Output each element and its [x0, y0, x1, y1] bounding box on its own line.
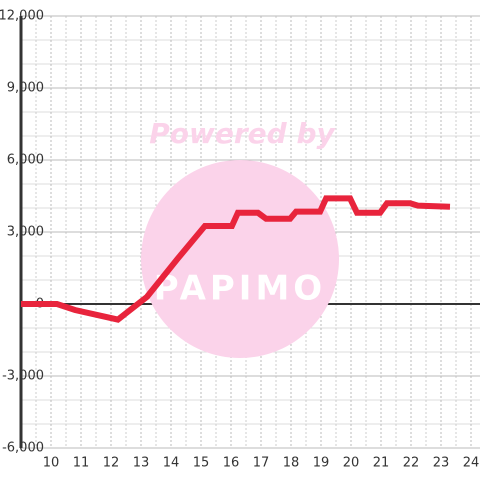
x-tick-label: 19 [313, 456, 330, 471]
watermark-logo: PAPIMO [154, 269, 326, 309]
line-series [21, 195, 451, 323]
x-tick-label: 14 [163, 456, 180, 471]
y-tick-label: -3,000 [2, 369, 44, 384]
watermark: Powered by PAPIMO [141, 117, 339, 358]
y-tick-label: 12,000 [0, 9, 44, 24]
x-tick-label: 13 [133, 456, 150, 471]
x-tick-label: 22 [403, 456, 420, 471]
x-tick-label: 10 [43, 456, 60, 471]
x-tick-label: 24 [463, 456, 480, 471]
x-tick-label: 20 [343, 456, 360, 471]
watermark-text: Powered by [149, 117, 336, 150]
y-tick-label: 3,000 [7, 225, 44, 240]
x-tick-label: 16 [223, 456, 240, 471]
x-tick-label: 17 [253, 456, 270, 471]
x-tick-label: 12 [103, 456, 120, 471]
x-tick-label: 11 [73, 456, 90, 471]
x-tick-label: 15 [193, 456, 210, 471]
x-tick-label: 23 [433, 456, 450, 471]
y-tick-label: -6,000 [2, 441, 44, 456]
y-tick-label: 9,000 [7, 81, 44, 96]
x-tick-label: 18 [283, 456, 300, 471]
y-tick-label: 6,000 [7, 153, 44, 168]
x-tick-label: 21 [373, 456, 390, 471]
watermark-circle [141, 160, 339, 358]
